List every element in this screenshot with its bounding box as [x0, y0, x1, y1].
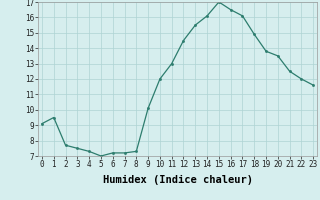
- X-axis label: Humidex (Indice chaleur): Humidex (Indice chaleur): [103, 175, 252, 185]
